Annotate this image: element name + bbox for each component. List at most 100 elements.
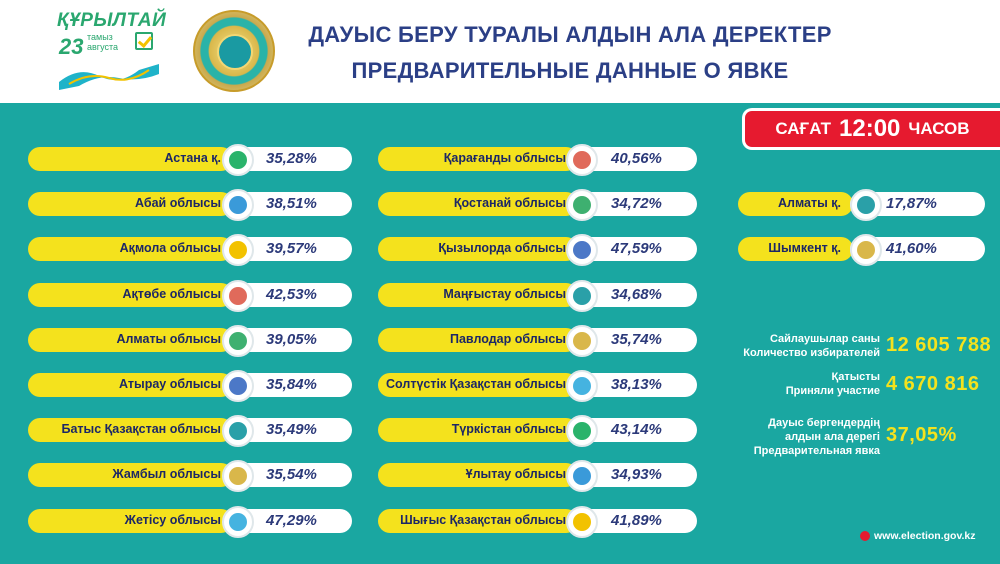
checkmark-icon [135, 32, 153, 50]
region-row: Шымкент қ. 41,60% [0, 234, 1000, 267]
title-ru: ПРЕДВАРИТЕЛЬНЫЕ ДАННЫЕ О ЯВКЕ [351, 58, 789, 83]
region-name: Атырау облысы [119, 377, 221, 391]
region-row: Ақмола облысы 39,57% [0, 234, 1000, 267]
region-turnout-value: 35,74% [611, 330, 662, 348]
turnout-label-kz1: Дауыс бергендердің [768, 417, 880, 429]
region-row: Түркістан облысы 43,14% [0, 415, 1000, 448]
region-name-pill: Батыс Қазақстан облысы [28, 418, 233, 443]
region-turnout-value: 39,57% [266, 240, 317, 258]
region-name: Павлодар облысы [450, 331, 566, 346]
region-emblem-icon [850, 189, 882, 221]
header: ҚҰРЫЛТАЙ 23 тамыз августа ДАУЫС БЕРУ ТУР… [0, 0, 1000, 103]
time-prefix: САҒАТ [775, 119, 832, 138]
region-name: Шығыс Қазақстан облысы [400, 512, 566, 527]
region-name: Жамбыл облысы [112, 467, 221, 482]
logo-day: 23 [59, 34, 84, 59]
region-name-pill: Қарағанды облысы [378, 147, 578, 171]
region-turnout-value: 38,13% [611, 376, 662, 393]
region-turnout-value: 35,49% [266, 421, 317, 439]
region-name-pill: Алматы облысы [28, 327, 233, 352]
participated-label: Қатысты Приняли участие [724, 370, 880, 398]
region-emblem-icon [222, 324, 254, 357]
region-turnout-value: 38,51% [266, 195, 317, 213]
region-name: Шымкент қ. [768, 241, 841, 256]
region-name-pill: Астана қ. [28, 147, 233, 171]
turnout-label-kz2: алдын ала дерегі [784, 431, 880, 443]
region-row: Маңғыстау облысы 34,68% [0, 279, 1000, 312]
flag-icon [59, 64, 159, 90]
region-name: Қостанай облысы [453, 196, 566, 211]
region-turnout-value: 43,14% [611, 421, 662, 439]
voters-value: 12 605 788 [886, 334, 992, 356]
region-emblem-icon [566, 370, 598, 402]
region-name: Түркістан облысы [451, 422, 566, 437]
region-turnout-value: 39,05% [266, 330, 317, 348]
region-turnout-value: 40,56% [611, 150, 662, 167]
region-emblem-icon [566, 505, 598, 538]
region-name-pill: Атырау облысы [28, 373, 233, 397]
region-emblem-icon [566, 460, 598, 493]
region-row: Павлодар облысы 35,74% [0, 324, 1000, 357]
website-url[interactable]: www.election.gov.kz [874, 530, 976, 542]
region-name: Ақмола облысы [119, 241, 221, 256]
region-name: Абай облысы [135, 196, 221, 211]
region-row: Қарағанды облысы 40,56% [0, 144, 1000, 176]
website[interactable]: www.election.gov.kz [860, 530, 976, 542]
region-name-pill: Ақтөбе облысы [28, 282, 233, 307]
turnout-label-ru: Предварительная явка [753, 445, 880, 457]
region-row: Солтүстік Қазақстан облысы 38,13% [0, 370, 1000, 402]
region-name: Батыс Қазақстан облысы [61, 422, 222, 437]
region-name: Ұлытау облысы [465, 467, 566, 482]
region-emblem-icon [566, 415, 598, 448]
voters-label: Сайлаушылар саны Количество избирателей [724, 332, 880, 360]
region-row: Алматы қ. 17,87% [0, 189, 1000, 221]
time-suffix: ЧАСОВ [908, 119, 970, 138]
title-kz: ДАУЫС БЕРУ ТУРАЛЫ АЛДЫН АЛА ДЕРЕКТЕР [308, 22, 832, 47]
region-turnout-value: 41,60% [886, 240, 937, 258]
logo-month-kz: тамыз [87, 32, 113, 42]
region-turnout-value: 34,72% [611, 195, 662, 213]
time-value: 12:00 [839, 115, 901, 142]
region-name: Алматы қ. [777, 196, 841, 210]
region-row: Батыс Қазақстан облысы 35,49% [0, 415, 1000, 448]
voters-label-kz: Сайлаушылар саны [769, 333, 880, 345]
region-turnout-value: 34,68% [611, 285, 662, 303]
logo-title: ҚҰРЫЛТАЙ [57, 10, 167, 31]
region-name-pill: Жетісу облысы [28, 508, 233, 533]
region-name: Ақтөбе облысы [122, 286, 221, 301]
region-emblem-icon [566, 324, 598, 357]
region-name: Қарағанды облысы [443, 151, 566, 165]
region-row: Жамбыл облысы 35,54% [0, 460, 1000, 493]
region-emblem-icon [222, 415, 254, 448]
region-emblem-icon [222, 370, 254, 402]
turnout-value: 37,05% [886, 424, 957, 446]
region-turnout-value: 17,87% [886, 195, 937, 212]
region-row: Алматы облысы 39,05% [0, 324, 1000, 357]
region-emblem-icon [566, 144, 598, 176]
participated-value: 4 670 816 [886, 373, 980, 395]
region-turnout-value: 34,93% [611, 466, 662, 484]
turnout-label: Дауыс бергендердің алдын ала дерегі Пред… [724, 416, 880, 458]
region-emblem-icon [850, 234, 882, 267]
region-row: Шығыс Қазақстан облысы 41,89% [0, 505, 1000, 538]
region-emblem-icon [222, 460, 254, 493]
region-name-pill: Түркістан облысы [378, 418, 578, 443]
region-emblem-icon [566, 234, 598, 267]
region-name-pill: Қостанай облысы [378, 192, 578, 217]
cec-emblem-icon [193, 10, 275, 92]
region-name: Алматы облысы [116, 331, 221, 346]
region-name-pill: Ақмола облысы [28, 237, 233, 262]
time-badge: САҒАТ 12:00 ЧАСОВ [742, 108, 1000, 150]
region-emblem-icon [566, 279, 598, 312]
region-name-pill: Алматы қ. [738, 192, 853, 216]
participated-label-kz: Қатысты [831, 371, 880, 383]
region-emblem-icon [222, 189, 254, 222]
region-name-pill: Маңғыстау облысы [378, 282, 578, 307]
region-turnout-value: 35,54% [266, 466, 317, 484]
region-row: Қызылорда облысы 47,59% [0, 234, 1000, 267]
region-row: Астана қ. 35,28% [0, 144, 1000, 176]
region-name-pill: Павлодар облысы [378, 327, 578, 352]
region-name: Қызылорда облысы [438, 241, 566, 256]
region-name: Жетісу облысы [124, 512, 221, 527]
region-turnout-value: 47,59% [611, 240, 662, 258]
